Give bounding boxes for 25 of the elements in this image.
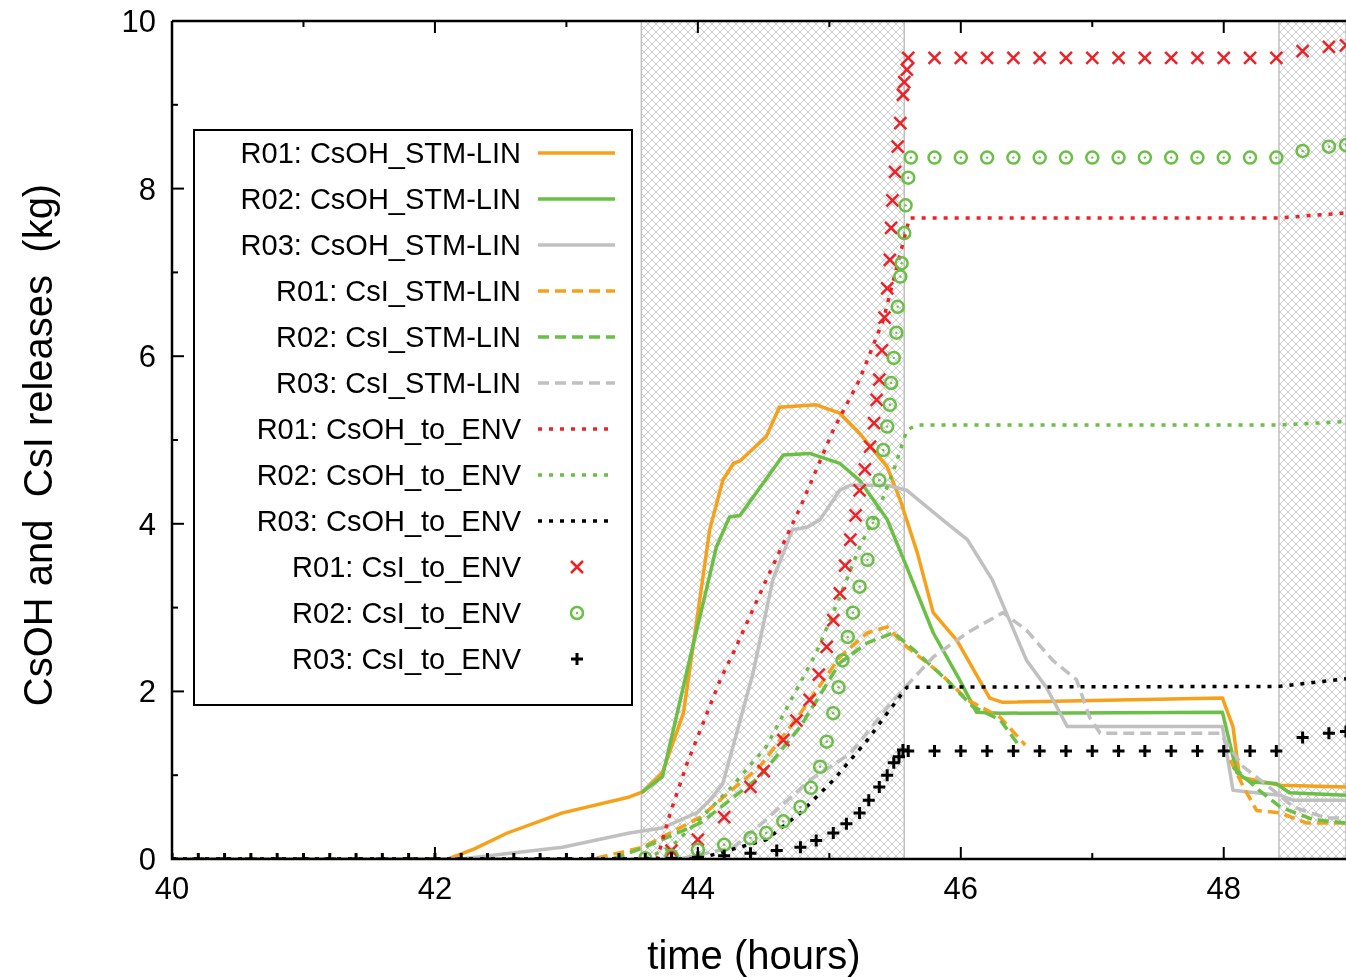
legend-label: R03: CsOH_to_ENV: [256, 505, 522, 537]
y-tick-label: 0: [138, 842, 156, 877]
legend-label: R01: CsI_STM-LIN: [276, 275, 521, 307]
x-tick-label: 42: [417, 871, 453, 906]
legend-label: R03: CsOH_STM-LIN: [240, 229, 521, 261]
x-tick-label: 44: [680, 871, 716, 906]
x-axis-title: time (hours): [647, 933, 861, 977]
y-tick-label: 6: [138, 339, 156, 375]
legend-label: R03: CsI_STM-LIN: [276, 367, 521, 399]
legend-label: R02: CsOH_to_ENV: [256, 459, 522, 491]
y-tick-label: 8: [138, 171, 156, 207]
y-tick-label: 2: [138, 674, 156, 710]
x-tick-label: 48: [1206, 871, 1241, 906]
legend-label: R02: CsOH_STM-LIN: [240, 183, 521, 215]
legend-label: R01: CsOH_to_ENV: [256, 413, 522, 445]
y-axis-title: CsOH and CsI releases (kg): [16, 183, 60, 707]
legend-label: R03: CsI_to_ENV: [292, 643, 522, 675]
legend-label: R02: CsI_to_ENV: [292, 597, 522, 629]
legend-label: R02: CsI_STM-LIN: [276, 321, 521, 353]
legend-label: R01: CsI_to_ENV: [292, 551, 522, 583]
x-tick-label: 40: [154, 871, 190, 906]
legend-label: R01: CsOH_STM-LIN: [240, 137, 521, 169]
x-tick-label: 46: [943, 871, 979, 906]
y-tick-label: 4: [138, 506, 156, 542]
y-tick-label: 10: [121, 4, 156, 39]
